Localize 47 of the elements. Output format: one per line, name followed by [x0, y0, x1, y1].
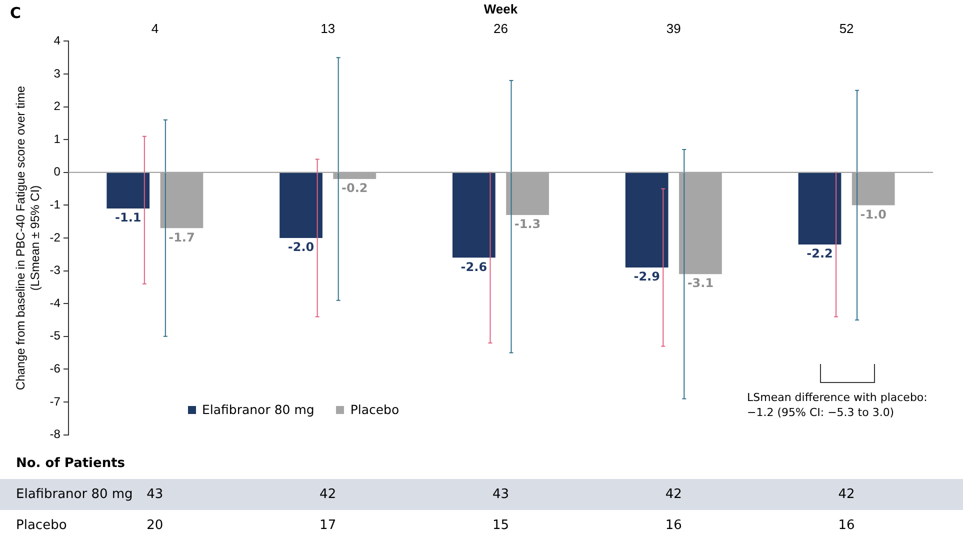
y-tick-label: -5 — [50, 328, 61, 343]
text: 42 — [838, 486, 855, 504]
text: 17 — [320, 517, 336, 535]
y-tick-label: 2 — [54, 99, 61, 114]
text: 15 — [492, 517, 510, 535]
x-tick-label: 4 — [151, 20, 159, 36]
y-tick-label: 4 — [54, 34, 61, 48]
y-tick-label: -2 — [50, 230, 61, 244]
text: 42 — [665, 486, 682, 504]
y-tick-label: -4 — [50, 296, 61, 310]
data-label: -1.7 — [168, 230, 195, 244]
data-label: -2.6 — [460, 260, 488, 274]
y-tick-label: -3 — [50, 263, 61, 278]
data-label: -2.0 — [288, 240, 314, 254]
data-label: -3.1 — [687, 276, 714, 290]
x-tick-label: 52 — [839, 20, 854, 36]
y-axis-title: Change from baseline in PBC-40 Fatigue score over time (LSmean ± 95% CI) — [14, 86, 42, 390]
data-label: -2.2 — [806, 246, 833, 261]
y-tick-label: 3 — [54, 66, 61, 80]
x-tick-label: 39 — [666, 20, 681, 36]
text: 43 — [492, 486, 510, 504]
y-tick-label: -1 — [50, 198, 61, 212]
y-tick-label: -8 — [50, 427, 61, 442]
x-axis-title: Week — [484, 1, 518, 16]
legend-label: Elafibranor 80 mg — [201, 402, 314, 417]
text: Placebo — [16, 517, 67, 535]
x-tick-label: 26 — [494, 20, 508, 36]
text: 20 — [146, 517, 164, 535]
text: 43 — [146, 486, 164, 504]
x-tick-label: 13 — [320, 20, 336, 36]
data-label: -1.0 — [860, 207, 886, 222]
data-label: -0.2 — [342, 181, 368, 196]
text: Elafibranor 80 mg — [16, 486, 133, 504]
data-label: -2.9 — [634, 270, 660, 284]
data-label: -1.1 — [114, 210, 142, 225]
y-tick-label: -7 — [50, 394, 61, 408]
data-label: -1.3 — [514, 217, 541, 232]
legend-label: Placebo — [349, 402, 400, 417]
y-tick-label: 0 — [54, 164, 61, 179]
y-tick-label: -6 — [50, 362, 61, 376]
text: No. of Patients — [15, 455, 126, 473]
text: 16 — [838, 517, 855, 535]
text: 16 — [665, 517, 682, 535]
y-tick-label: 1 — [54, 132, 61, 146]
chart-title: C — [10, 4, 22, 22]
text: 42 — [320, 486, 336, 504]
annotation: LSmean difference with placebo: −1.2 (95% CI: −5.3 to 3.0) — [747, 390, 928, 420]
